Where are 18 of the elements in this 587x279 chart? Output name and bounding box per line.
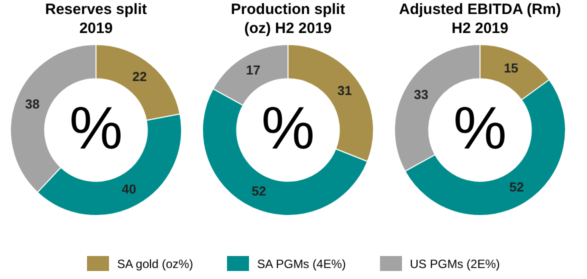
chart-title: Production split (oz) H2 2019 xyxy=(230,0,346,39)
data-label: 52 xyxy=(509,179,524,194)
data-label: 52 xyxy=(252,183,266,198)
legend-label: SA gold (oz%) xyxy=(117,256,194,270)
text: % xyxy=(69,94,123,162)
legend-label: US PGMs (2E%) xyxy=(410,256,500,270)
legend-label: SA PGMs (4E%) xyxy=(257,256,346,270)
data-label: 40 xyxy=(122,182,136,197)
data-label: 22 xyxy=(132,68,147,84)
chart-title: Adjusted EBITDA (Rm) H2 2019 xyxy=(398,0,562,39)
data-label: 15 xyxy=(504,60,518,76)
text: % xyxy=(261,94,315,162)
chart-title: Reserves split 2019 xyxy=(44,0,148,39)
data-label: 31 xyxy=(337,83,352,98)
data-label: 38 xyxy=(25,96,40,112)
data-label: 17 xyxy=(246,62,260,78)
text: % xyxy=(453,94,507,162)
data-label: 33 xyxy=(414,86,428,102)
